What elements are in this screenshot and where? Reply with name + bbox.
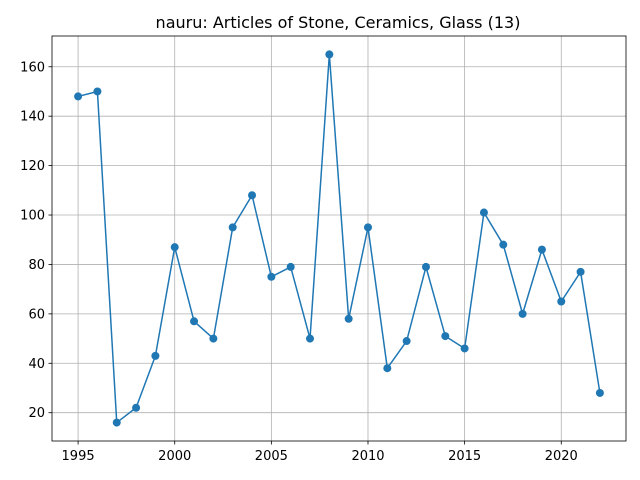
y-tick-label: 40 (28, 357, 45, 372)
data-point (112, 418, 121, 427)
x-tick-label: 2000 (158, 449, 191, 464)
data-point (93, 87, 102, 96)
y-tick-label: 140 (20, 110, 45, 125)
data-point (228, 223, 237, 232)
series-line (77, 53, 601, 424)
x-tick-label: 2020 (545, 449, 578, 464)
data-point (499, 240, 508, 249)
data-point (170, 243, 179, 252)
x-tick-label: 2010 (351, 449, 384, 464)
data-point (363, 223, 372, 232)
data-point (325, 50, 334, 59)
data-point (209, 334, 218, 343)
y-tick-label: 80 (28, 258, 45, 273)
x-tick-label: 2015 (448, 449, 481, 464)
data-point (151, 351, 160, 360)
data-point (190, 317, 199, 326)
data-point (479, 208, 488, 217)
x-tick-label: 2005 (255, 449, 288, 464)
y-tick-label: 100 (20, 209, 45, 224)
y-tick-label: 120 (20, 159, 45, 174)
data-point (306, 334, 315, 343)
data-point (576, 267, 585, 276)
axes: 1995 2000 2005 2010 2015 20202040608010012014… (20, 35, 627, 464)
data-point (286, 262, 295, 271)
x-tick-label: 1995 (62, 449, 95, 464)
plot-frame (51, 35, 627, 442)
grid-lines (52, 36, 626, 441)
y-tick-label: 60 (28, 307, 45, 322)
data-point (518, 309, 527, 318)
chart-title: nauru: Articles of Stone, Ceramics, Glas… (156, 13, 521, 32)
data-point (595, 388, 604, 397)
data-point (383, 364, 392, 373)
data-point (267, 272, 276, 281)
data-series (74, 50, 604, 427)
y-tick-label: 160 (20, 60, 45, 75)
data-point (460, 344, 469, 353)
y-tick-label: 20 (28, 406, 45, 421)
data-point (74, 92, 83, 101)
data-point (441, 332, 450, 341)
data-point (132, 403, 141, 412)
data-point (248, 191, 257, 200)
data-point (537, 245, 546, 254)
data-point (421, 262, 430, 271)
data-point (557, 297, 566, 306)
data-point (344, 314, 353, 323)
data-point (402, 337, 411, 346)
